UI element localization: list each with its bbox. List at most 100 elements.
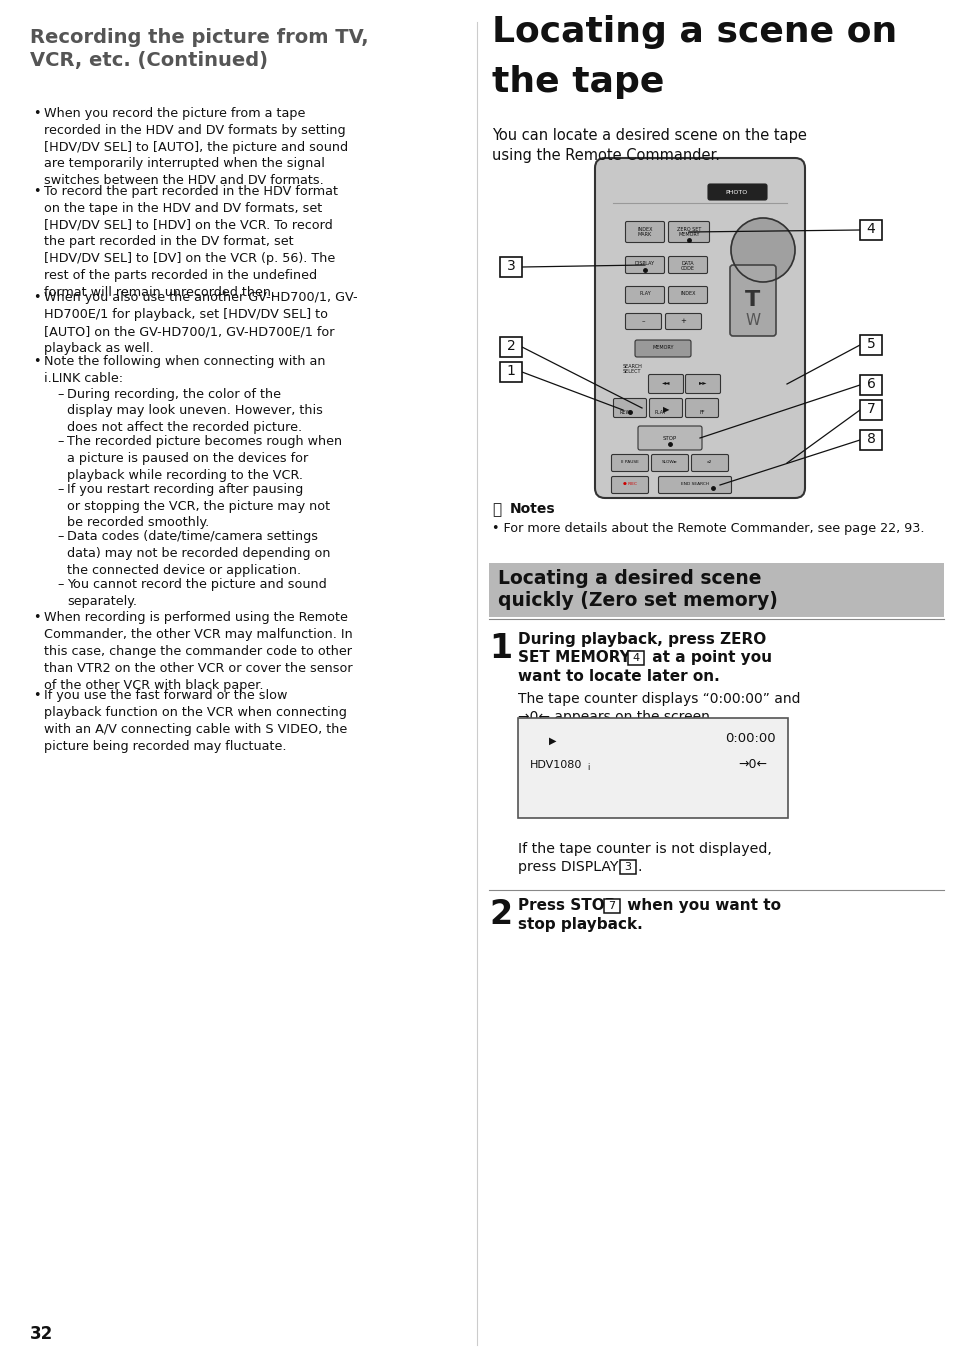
- Circle shape: [730, 218, 794, 282]
- FancyBboxPatch shape: [625, 221, 664, 243]
- Text: the tape: the tape: [492, 65, 663, 99]
- Text: –: –: [57, 436, 63, 448]
- Text: –: –: [57, 388, 63, 400]
- Text: 1: 1: [489, 632, 512, 665]
- Text: The tape counter displays “0:00:00” and
→0← appears on the screen.: The tape counter displays “0:00:00” and …: [517, 692, 800, 725]
- Text: want to locate later on.: want to locate later on.: [517, 669, 719, 684]
- Text: 2: 2: [489, 898, 512, 931]
- FancyBboxPatch shape: [489, 563, 943, 617]
- Text: • For more details about the Remote Commander, see page 22, 93.: • For more details about the Remote Comm…: [492, 522, 923, 535]
- Text: II PAUSE: II PAUSE: [620, 460, 639, 464]
- Text: –: –: [640, 318, 644, 324]
- Text: 3: 3: [624, 862, 631, 873]
- Text: DATA
CODE: DATA CODE: [680, 261, 695, 271]
- Text: →0←: →0←: [738, 759, 767, 771]
- FancyBboxPatch shape: [499, 256, 521, 277]
- FancyBboxPatch shape: [625, 286, 664, 304]
- FancyBboxPatch shape: [611, 455, 648, 471]
- Text: You can locate a desired scene on the tape
using the Remote Commander.: You can locate a desired scene on the ta…: [492, 128, 806, 163]
- FancyBboxPatch shape: [638, 426, 701, 451]
- Text: •: •: [33, 612, 40, 624]
- FancyBboxPatch shape: [517, 718, 787, 818]
- Text: •: •: [33, 292, 40, 304]
- FancyBboxPatch shape: [729, 265, 775, 337]
- Text: .: .: [638, 860, 641, 874]
- Text: 7: 7: [865, 402, 875, 417]
- FancyBboxPatch shape: [625, 313, 660, 330]
- FancyBboxPatch shape: [627, 651, 643, 665]
- FancyBboxPatch shape: [707, 185, 766, 199]
- FancyBboxPatch shape: [668, 256, 707, 274]
- Text: PHOTO: PHOTO: [725, 190, 747, 195]
- Text: DISPLAY: DISPLAY: [635, 261, 655, 266]
- FancyBboxPatch shape: [668, 286, 707, 304]
- Text: 3: 3: [506, 259, 515, 273]
- FancyBboxPatch shape: [613, 399, 646, 418]
- FancyBboxPatch shape: [648, 375, 682, 394]
- Text: +: +: [679, 318, 685, 324]
- FancyBboxPatch shape: [685, 399, 718, 418]
- FancyBboxPatch shape: [859, 400, 882, 421]
- FancyBboxPatch shape: [651, 455, 688, 471]
- Text: –: –: [57, 483, 63, 495]
- Text: Locating a scene on: Locating a scene on: [492, 15, 897, 49]
- Text: Notes: Notes: [510, 502, 555, 516]
- FancyBboxPatch shape: [859, 220, 882, 240]
- Text: –: –: [57, 531, 63, 543]
- Text: When you also use the another GV-HD700/1, GV-
HD700E/1 for playback, set [HDV/DV: When you also use the another GV-HD700/1…: [44, 292, 357, 354]
- Text: 6: 6: [865, 377, 875, 391]
- Text: END SEARCH: END SEARCH: [680, 482, 708, 486]
- Text: 7: 7: [608, 901, 615, 911]
- Text: ▶: ▶: [662, 404, 669, 414]
- Text: When recording is performed using the Remote
Commander, the other VCR may malfun: When recording is performed using the Re…: [44, 612, 353, 692]
- Text: MEMORY: MEMORY: [652, 345, 673, 350]
- Text: REW: REW: [619, 410, 631, 415]
- FancyBboxPatch shape: [859, 430, 882, 451]
- Text: T: T: [744, 290, 760, 309]
- Text: INDEX: INDEX: [679, 290, 695, 296]
- Text: stop playback.: stop playback.: [517, 917, 642, 932]
- Text: i: i: [586, 763, 589, 772]
- Text: when you want to: when you want to: [621, 898, 781, 913]
- Text: During playback, press ZERO: During playback, press ZERO: [517, 632, 765, 647]
- FancyBboxPatch shape: [619, 860, 636, 874]
- Text: ● REC: ● REC: [622, 482, 637, 486]
- Text: If you use the fast forward or the slow
playback function on the VCR when connec: If you use the fast forward or the slow …: [44, 689, 347, 753]
- Text: Press STOP: Press STOP: [517, 898, 616, 913]
- Text: During recording, the color of the
display may look uneven. However, this
does n: During recording, the color of the displ…: [67, 388, 322, 434]
- Text: press DISPLAY: press DISPLAY: [517, 860, 618, 874]
- Text: ZERO SET
MEMORY: ZERO SET MEMORY: [676, 227, 700, 237]
- FancyBboxPatch shape: [625, 256, 664, 274]
- FancyBboxPatch shape: [859, 375, 882, 395]
- Text: 4: 4: [632, 653, 639, 664]
- Text: 4: 4: [865, 223, 875, 236]
- FancyBboxPatch shape: [859, 335, 882, 356]
- Text: PLAY: PLAY: [654, 410, 665, 415]
- FancyBboxPatch shape: [668, 221, 709, 243]
- Text: •: •: [33, 107, 40, 119]
- Text: Data codes (date/time/camera settings
data) may not be recorded depending on
the: Data codes (date/time/camera settings da…: [67, 531, 330, 577]
- Text: ▶: ▶: [549, 735, 557, 746]
- Text: You cannot record the picture and sound
separately.: You cannot record the picture and sound …: [67, 578, 327, 608]
- Text: The recorded picture becomes rough when
a picture is paused on the devices for
p: The recorded picture becomes rough when …: [67, 436, 342, 482]
- Text: HDV1080: HDV1080: [530, 760, 581, 769]
- FancyBboxPatch shape: [635, 341, 690, 357]
- Text: ►►: ►►: [698, 380, 706, 385]
- Text: Locating a desired scene
quickly (Zero set memory): Locating a desired scene quickly (Zero s…: [497, 569, 777, 611]
- FancyBboxPatch shape: [611, 476, 648, 494]
- Text: To record the part recorded in the HDV format
on the tape in the HDV and DV form: To record the part recorded in the HDV f…: [44, 185, 337, 299]
- Text: FF: FF: [699, 410, 704, 415]
- Text: 8: 8: [865, 432, 875, 446]
- FancyBboxPatch shape: [658, 476, 731, 494]
- Text: ◄◄: ◄◄: [661, 380, 670, 385]
- Text: 2: 2: [506, 339, 515, 353]
- Text: 5: 5: [865, 337, 875, 351]
- Text: If the tape counter is not displayed,: If the tape counter is not displayed,: [517, 841, 771, 856]
- FancyBboxPatch shape: [649, 399, 681, 418]
- FancyBboxPatch shape: [499, 337, 521, 357]
- Text: W: W: [744, 313, 760, 328]
- Text: ❗: ❗: [492, 502, 500, 517]
- Text: 32: 32: [30, 1324, 53, 1343]
- Text: •: •: [33, 356, 40, 368]
- Text: SEARCH
SELECT: SEARCH SELECT: [622, 364, 642, 375]
